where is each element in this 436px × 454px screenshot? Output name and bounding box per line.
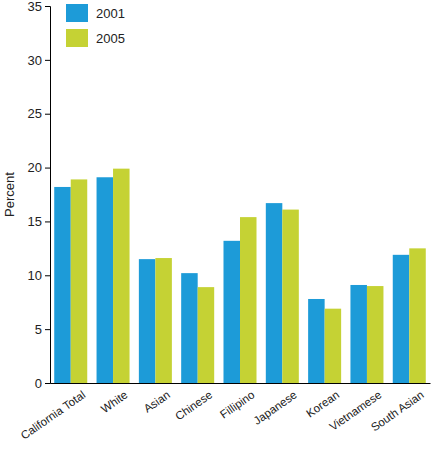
bar	[181, 273, 198, 383]
y-tick: 10	[28, 268, 50, 283]
x-tick: California Total	[18, 383, 87, 442]
x-tick: Chinese	[173, 383, 214, 422]
y-tick-mark	[45, 60, 50, 61]
bar	[139, 259, 156, 383]
plot: 0 5 10 15 20 25 30 35 California Total White Asian…	[18, 0, 430, 442]
bar	[240, 217, 257, 383]
x-tick-label: Fillipino	[218, 388, 257, 420]
y-tick-mark	[45, 6, 50, 7]
bar	[113, 169, 130, 383]
bar	[325, 309, 342, 383]
x-tick: Asian	[142, 383, 172, 415]
x-tick-label: Asian	[142, 388, 172, 414]
y-axis: 0 5 10 15 20 25 30 35	[28, 0, 51, 391]
x-axis-line	[51, 383, 431, 384]
legend-swatch	[66, 4, 88, 22]
bar	[367, 286, 384, 383]
bar	[155, 258, 172, 383]
legend: 2001 2005	[66, 4, 125, 47]
y-tick: 15	[28, 214, 50, 229]
y-tick: 0	[35, 376, 50, 391]
x-tick-label: Chinese	[173, 388, 214, 422]
bar	[97, 177, 114, 383]
y-tick: 20	[28, 160, 50, 175]
y-tick-mark	[45, 275, 50, 276]
x-tick-label: White	[99, 388, 130, 415]
y-tick-label: 20	[28, 160, 42, 175]
y-tick-label: 35	[28, 0, 42, 14]
y-tick-mark	[45, 221, 50, 222]
bar	[282, 210, 299, 383]
y-tick-mark	[45, 168, 50, 169]
bar	[409, 248, 426, 383]
y-tick-mark	[45, 329, 50, 330]
y-tick-label: 10	[28, 268, 42, 283]
legend-swatch	[66, 29, 88, 47]
y-tick-label: 0	[35, 376, 42, 391]
x-axis: California Total White AsianChineseFillipi…	[18, 383, 430, 442]
y-tick: 35	[28, 0, 50, 14]
bar	[393, 255, 410, 383]
x-tick: Fillipino	[218, 383, 257, 421]
bar	[71, 179, 88, 383]
bars	[54, 169, 426, 383]
chart: 0 5 10 15 20 25 30 35 California Total White Asian…	[0, 0, 436, 454]
y-tick-label: 30	[28, 53, 42, 68]
y-tick: 5	[35, 322, 50, 337]
x-tick-label: South Asian	[369, 388, 426, 433]
x-tick: Japanese	[251, 383, 299, 427]
x-tick-label: Korean	[304, 388, 341, 419]
y-tick: 30	[28, 53, 50, 68]
legend-item: 2005	[66, 29, 125, 47]
bar	[198, 287, 215, 383]
y-tick-mark	[45, 114, 50, 115]
y-tick-label: 25	[28, 106, 42, 121]
legend-item: 2001	[66, 4, 125, 22]
bar	[350, 285, 367, 383]
y-tick-label: 15	[28, 214, 42, 229]
bar	[266, 203, 283, 383]
x-tick: White	[99, 383, 130, 415]
y-axis-line	[45, 7, 51, 384]
bar	[54, 187, 71, 383]
legend-label: 2005	[96, 31, 125, 46]
x-tick: South Asian	[369, 383, 426, 433]
legend-label: 2001	[96, 6, 125, 21]
x-tick-label: California Total	[18, 388, 87, 441]
x-tick-label: Japanese	[251, 388, 299, 426]
y-tick-mark	[45, 383, 50, 384]
y-tick-label: 5	[35, 322, 42, 337]
x-tick: Korean	[304, 383, 341, 420]
bar	[308, 299, 325, 383]
y-axis-title: Percent	[2, 172, 17, 217]
bar	[223, 241, 240, 383]
y-tick: 25	[28, 106, 50, 121]
